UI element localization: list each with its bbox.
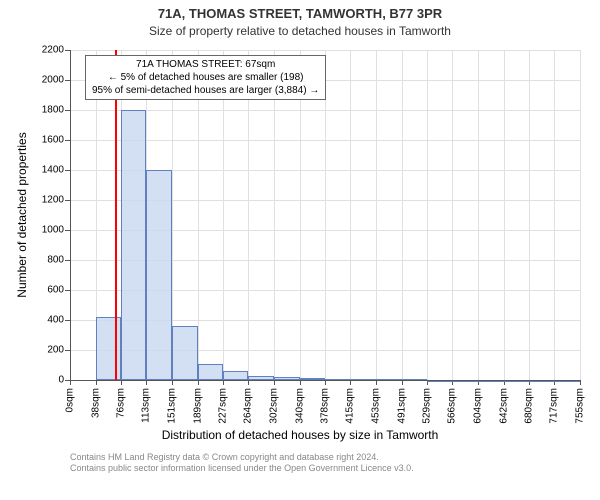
histogram-bar [146, 170, 172, 380]
gridline-v [478, 50, 479, 380]
x-tick-label: 227sqm [218, 388, 229, 424]
histogram-bar [223, 371, 248, 380]
marker-annotation: 71A THOMAS STREET: 67sqm ← 5% of detache… [85, 55, 326, 100]
y-tick-label: 1200 [24, 195, 64, 206]
x-tick-label: 340sqm [294, 388, 305, 424]
x-tick-label: 642sqm [498, 388, 509, 424]
y-tick-label: 1600 [24, 135, 64, 146]
attribution-footer: Contains HM Land Registry data © Crown c… [70, 452, 414, 474]
x-tick-label: 529sqm [422, 388, 433, 424]
x-tick-label: 264sqm [243, 388, 254, 424]
x-tick-label: 38sqm [90, 388, 101, 418]
x-tick-label: 113sqm [141, 388, 152, 423]
x-axis-label: Distribution of detached houses by size … [0, 428, 600, 442]
gridline-v [427, 50, 428, 380]
anno-line-2: ← 5% of detached houses are smaller (198… [92, 71, 319, 84]
y-tick-label: 800 [24, 255, 64, 266]
x-axis [70, 380, 580, 381]
x-tick-label: 604sqm [473, 388, 484, 424]
gridline-v [529, 50, 530, 380]
x-tick-label: 151sqm [167, 388, 178, 424]
chart-subtitle: Size of property relative to detached ho… [0, 24, 600, 38]
x-tick-label: 566sqm [447, 388, 458, 424]
histogram-bar [96, 317, 122, 380]
chart-title: 71A, THOMAS STREET, TAMWORTH, B77 3PR [0, 6, 600, 21]
y-tick-label: 400 [24, 315, 64, 326]
histogram-bar [198, 364, 224, 381]
tick-mark [580, 380, 581, 385]
gridline-v [580, 50, 581, 380]
y-tick-label: 1400 [24, 165, 64, 176]
x-tick-label: 378sqm [320, 388, 331, 424]
x-tick-label: 0sqm [65, 388, 76, 412]
x-tick-label: 415sqm [345, 388, 356, 424]
histogram-bar [121, 110, 146, 380]
y-tick-label: 600 [24, 285, 64, 296]
anno-line-1: 71A THOMAS STREET: 67sqm [92, 58, 319, 71]
anno-line-3: 95% of semi-detached houses are larger (… [92, 84, 319, 97]
histogram-bar [172, 326, 198, 380]
footer-line-2: Contains public sector information licen… [70, 463, 414, 474]
gridline-v [402, 50, 403, 380]
y-tick-label: 2000 [24, 75, 64, 86]
gridline-v [554, 50, 555, 380]
x-tick-label: 302sqm [269, 388, 280, 424]
gridline-v [350, 50, 351, 380]
y-tick-label: 1800 [24, 105, 64, 116]
footer-line-1: Contains HM Land Registry data © Crown c… [70, 452, 414, 463]
x-tick-label: 189sqm [192, 388, 203, 424]
x-tick-label: 755sqm [575, 388, 586, 424]
x-tick-label: 491sqm [396, 388, 407, 424]
x-tick-label: 453sqm [371, 388, 382, 424]
gridline-v [452, 50, 453, 380]
x-tick-label: 680sqm [524, 388, 535, 424]
y-tick-label: 1000 [24, 225, 64, 236]
gridline-v [504, 50, 505, 380]
y-axis [70, 50, 71, 380]
y-tick-label: 0 [24, 375, 64, 386]
x-tick-label: 76sqm [116, 388, 127, 418]
y-tick-label: 2200 [24, 45, 64, 56]
y-tick-label: 200 [24, 345, 64, 356]
x-tick-label: 717sqm [549, 388, 560, 424]
gridline-v [376, 50, 377, 380]
